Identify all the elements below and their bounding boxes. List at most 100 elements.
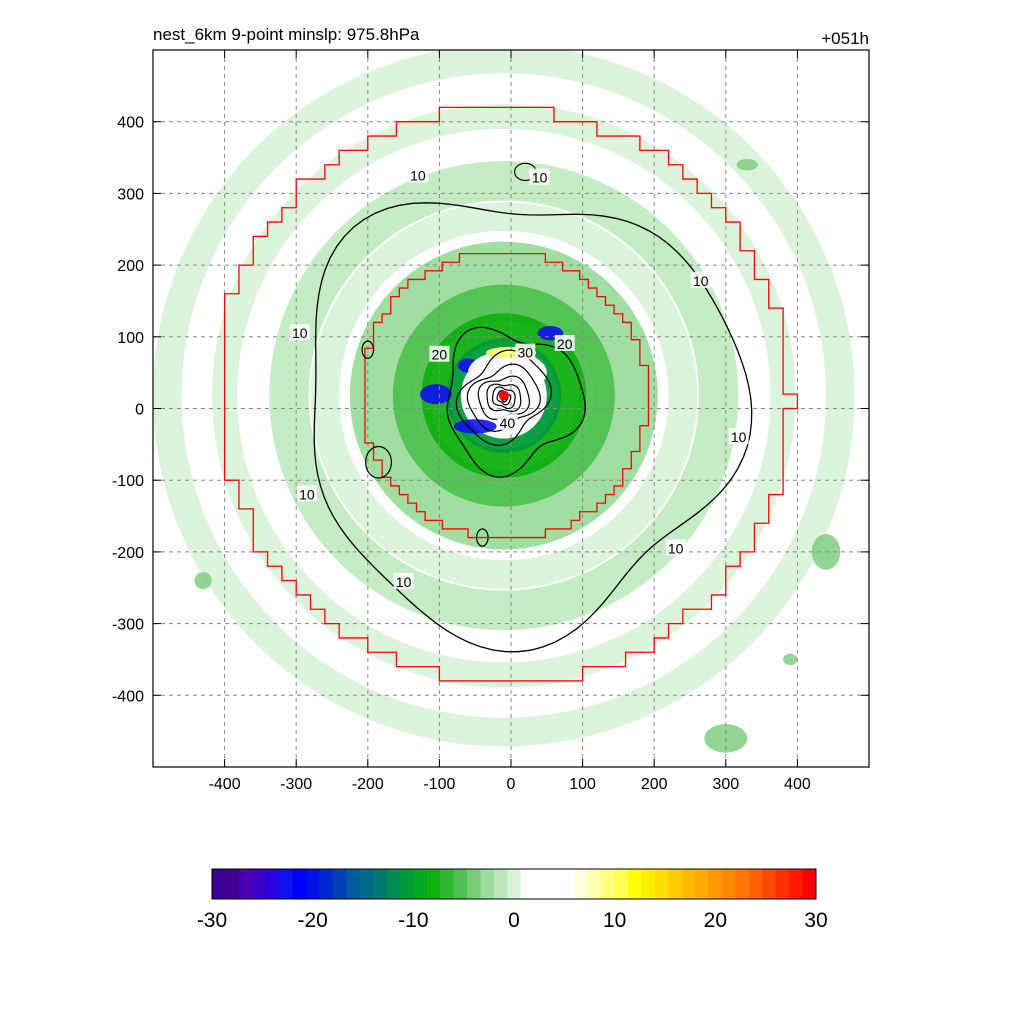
colorbar-swatch xyxy=(748,869,763,899)
colorbar-swatch xyxy=(708,869,723,899)
contour-label-bg xyxy=(554,334,575,351)
field-ring xyxy=(349,241,658,550)
contour-label-bg xyxy=(296,485,317,502)
axis-ticks: -400 -300 -200 -100 0 100 200 300 40040030020010… xyxy=(112,50,869,793)
contour-label: 20 xyxy=(432,347,448,363)
contour-blob xyxy=(361,340,375,359)
colorbar-swatch xyxy=(212,869,226,899)
field-patch-white xyxy=(468,351,547,395)
colorbar-tick-label: -20 xyxy=(297,909,327,932)
contour-label: 10 xyxy=(396,574,412,590)
contour-label-bg xyxy=(665,539,686,556)
x-tick-label: 200 xyxy=(641,776,668,793)
colorbar-swatch xyxy=(654,869,669,899)
colorbar-swatch xyxy=(681,869,696,899)
y-tick-label: 400 xyxy=(117,115,144,132)
contour-20 xyxy=(446,326,586,478)
colorbar-swatch xyxy=(426,869,441,899)
colorbar-swatch xyxy=(453,869,468,899)
contour-label: 10 xyxy=(532,170,548,186)
contour-label-bg xyxy=(393,573,414,590)
contour-label-bg xyxy=(690,271,711,288)
colorbar-swatch xyxy=(225,869,240,899)
colorbar-tick-label: 10 xyxy=(603,909,626,932)
colorbar-swatch xyxy=(332,869,347,899)
colorbar-frame xyxy=(211,868,817,900)
colorbar-swatch xyxy=(668,869,683,899)
field-ring xyxy=(446,338,562,453)
colorbar-swatch xyxy=(802,869,817,899)
colorbar-swatch xyxy=(587,869,602,899)
outer-nest-boundary xyxy=(223,106,799,682)
colorbar-swatch xyxy=(238,869,253,899)
field-ring xyxy=(392,284,615,507)
colorbar-swatch xyxy=(641,869,656,899)
colorbar-swatch xyxy=(305,869,320,899)
colorbar-swatch xyxy=(493,869,508,899)
colorbar-tick-label: 20 xyxy=(704,909,727,932)
colorbar-swatch xyxy=(252,869,267,899)
x-tick-label: 0 xyxy=(507,776,516,793)
contour-10 xyxy=(313,202,753,653)
contour-label-bg xyxy=(429,345,450,362)
colorbar-swatch xyxy=(534,869,549,899)
colorbar-swatch xyxy=(628,869,643,899)
colorbar xyxy=(211,868,817,900)
colorbar-swatch xyxy=(265,869,280,899)
colorbar-swatch xyxy=(480,869,495,899)
colorbar-swatch xyxy=(775,869,790,899)
colorbar-swatch xyxy=(735,869,750,899)
colorbar-swatch xyxy=(346,869,361,899)
nest-boundaries xyxy=(223,106,799,682)
colorbar-swatch xyxy=(614,869,629,899)
contour-label-bg xyxy=(515,343,536,360)
colorbar-swatch xyxy=(601,869,616,899)
contour-label: 20 xyxy=(557,336,573,352)
contour-blob xyxy=(476,528,489,547)
chart-title: nest_6km 9-point minslp: 975.8hPa xyxy=(153,25,420,44)
y-tick-label: -400 xyxy=(112,688,144,705)
x-tick-label: -100 xyxy=(423,776,455,793)
contour-label: 10 xyxy=(410,167,426,183)
contour-labels: 10 10 10 10 10 10 10 10 20 20 30 40 xyxy=(289,166,749,590)
contour-inner xyxy=(491,386,516,410)
y-tick-label: -300 xyxy=(112,617,144,634)
contour-label-bg xyxy=(289,324,310,341)
colorbar-swatch xyxy=(722,869,736,899)
x-tick-label: 300 xyxy=(712,776,739,793)
x-tick-label: -400 xyxy=(209,776,241,793)
field-patch-blue xyxy=(453,419,497,434)
colorbar-swatch xyxy=(319,869,334,899)
field-ring xyxy=(153,50,855,747)
field-patch-green xyxy=(736,158,759,171)
contour-label: 10 xyxy=(292,325,308,341)
contour-label: 10 xyxy=(299,487,315,503)
x-tick-label: -200 xyxy=(352,776,384,793)
contour-label: 10 xyxy=(668,540,684,556)
contour-label: 10 xyxy=(693,273,709,289)
colorbar-swatch xyxy=(467,869,481,899)
colorbar-tick-label: -30 xyxy=(197,909,227,932)
y-tick-label: 0 xyxy=(135,402,144,419)
contour-label-bg xyxy=(407,166,428,183)
colorbar-tick-label: -10 xyxy=(398,909,428,932)
colorbar-swatch xyxy=(574,869,589,899)
field-patch-green xyxy=(783,653,798,666)
storm-center-marker xyxy=(498,390,509,401)
colorbar-swatch xyxy=(440,869,455,899)
colorbar-swatch xyxy=(762,869,777,899)
colorbar-swatch xyxy=(695,869,710,899)
colorbar-swatch xyxy=(547,869,562,899)
y-tick-label: 300 xyxy=(117,186,144,203)
contour-label: 40 xyxy=(500,415,516,431)
colorbar-tick-label: 30 xyxy=(804,909,827,932)
colorbar-swatch xyxy=(373,869,387,899)
colorbar-labels: -30 -20 -10 0 10 20 30 xyxy=(197,909,828,932)
colorbar-swatch xyxy=(413,869,428,899)
contour-label: 30 xyxy=(518,345,534,361)
field-patch-green xyxy=(194,571,212,590)
colorbar-swatch xyxy=(507,869,522,899)
y-tick-label: 200 xyxy=(117,258,144,275)
field-patch-blue xyxy=(420,384,452,405)
